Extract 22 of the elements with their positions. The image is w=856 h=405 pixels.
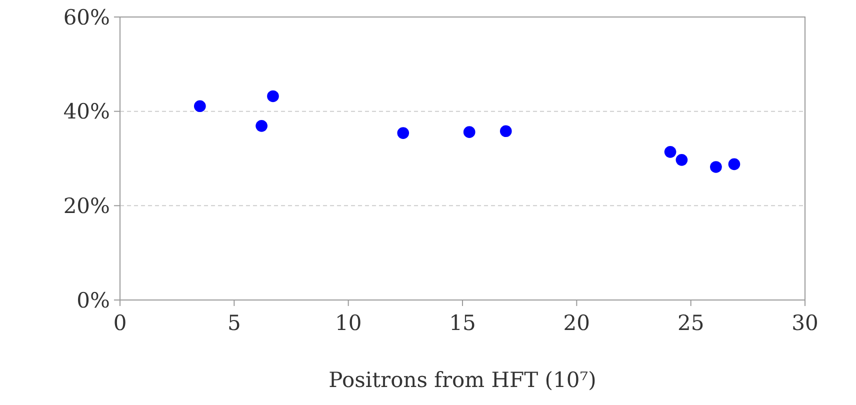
point [256,120,268,132]
point [728,158,740,170]
point [500,125,512,138]
x-tick-label: 15 [449,311,476,335]
point [267,90,279,102]
x-tick-label: 5 [227,311,241,335]
y-tick-label: 40% [63,100,110,124]
x-tick-label: 30 [792,311,818,335]
x-axis-title: Positrons from HFT (10⁷) [328,368,596,392]
point [676,154,688,166]
point [463,126,476,138]
x-tick-label: 10 [334,311,362,335]
point [397,127,410,139]
y-tick-label: 20% [63,194,110,218]
point [710,161,722,173]
point [664,146,676,158]
y-tick-label: 60% [63,5,110,30]
point [194,100,206,112]
x-tick-label: 20 [563,311,590,335]
y-tick-label: 0% [76,288,110,312]
x-tick-label: 25 [677,311,704,335]
x-tick-label: 0 [113,311,127,335]
